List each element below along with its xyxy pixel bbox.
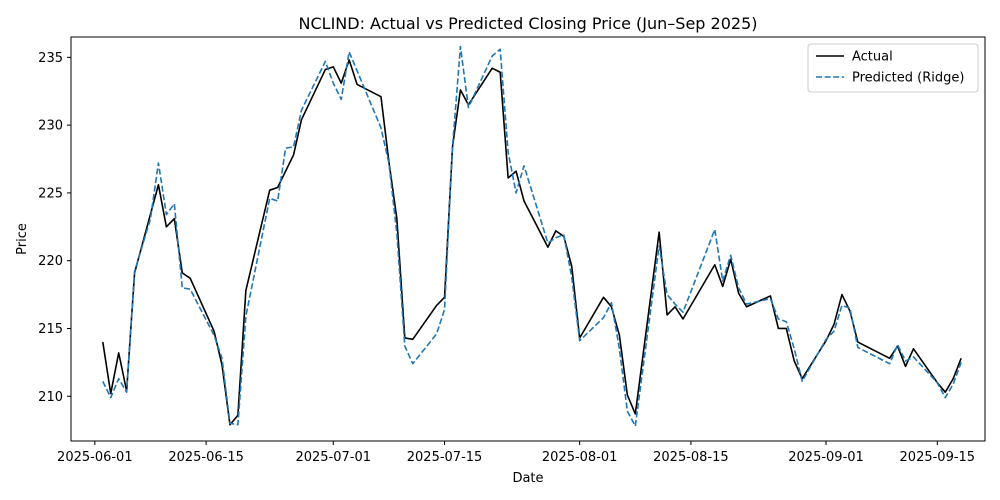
x-axis-label: Date <box>512 471 543 486</box>
chart-title: NCLIND: Actual vs Predicted Closing Pric… <box>299 14 758 33</box>
x-axis: 2025-06-01 2025-06-15 2025-07-01 2025-07-15… <box>57 441 975 465</box>
y-tick-label: 225 <box>38 186 63 201</box>
legend-box <box>807 43 979 93</box>
x-tick-label: 2025-09-15 <box>900 450 976 465</box>
x-tick-label: 2025-08-01 <box>542 450 618 465</box>
x-tick-label: 2025-08-15 <box>653 450 729 465</box>
y-axis-label: Price <box>15 223 30 255</box>
y-tick-label: 230 <box>38 119 63 134</box>
plot-area-frame <box>70 36 986 442</box>
y-axis: 210 215 220 225 230 235 <box>38 51 71 405</box>
x-tick-label: 2025-06-15 <box>168 450 244 465</box>
y-tick-label: 210 <box>38 390 63 405</box>
x-tick-label: 2025-07-01 <box>295 450 371 465</box>
legend: Actual Predicted (Ridge) <box>807 43 979 93</box>
x-tick-label: 2025-07-15 <box>407 450 483 465</box>
x-tick-label: 2025-06-01 <box>57 450 133 465</box>
x-tick-label: 2025-09-01 <box>788 450 864 465</box>
y-tick-label: 215 <box>38 322 63 337</box>
y-tick-label: 235 <box>38 51 63 66</box>
legend-label: Predicted (Ridge) <box>852 71 964 86</box>
series-layer <box>101 45 962 427</box>
legend-label: Actual <box>852 50 893 65</box>
series-line-predicted-ridge <box>102 45 962 427</box>
y-tick-label: 220 <box>38 254 63 269</box>
